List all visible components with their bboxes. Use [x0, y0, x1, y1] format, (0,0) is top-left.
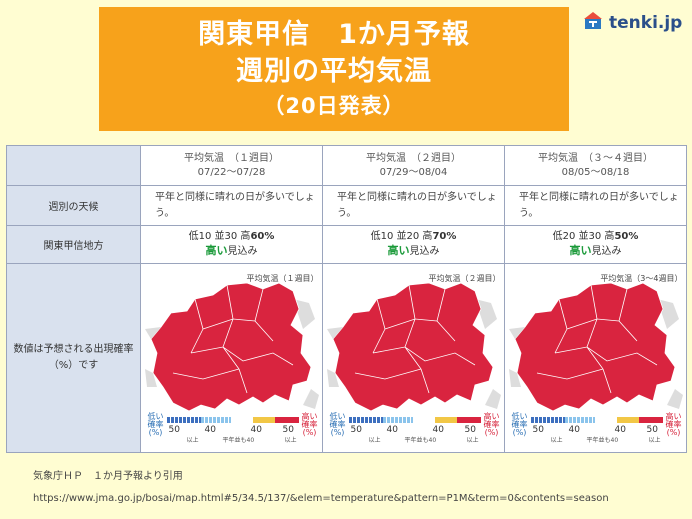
legend-high-label: 高い 確率 (%) [665, 412, 682, 437]
period-dates: 07/22〜07/28 [197, 166, 266, 178]
period-label: 平均気温 （１週目） [184, 152, 279, 164]
map-cell-3: 平均気温（3〜4週目） 低い 確率 (%) 50 40 40 50 以上 平年並… [504, 263, 687, 453]
legend-sub-mid: 平年並も40 [404, 437, 437, 444]
probability-legend: 低い 確率 (%) 50 40 40 50 以上 平年並も40 以上 高い 確率… [329, 413, 501, 447]
period-header-1: 平均気温 （１週目） 07/22〜07/28 [140, 145, 323, 186]
prob-high: 60% [250, 231, 275, 242]
legend-sub-mid: 平年並も40 [222, 437, 255, 444]
period-header-2: 平均気温 （２週目） 07/29〜08/04 [322, 145, 505, 186]
legend-swatch-low-strong [530, 417, 565, 423]
legend-sub-left: 以上 [550, 437, 563, 444]
legend-swatch-high-strong [274, 417, 299, 423]
period-label: 平均気温 （３〜４週目） [538, 152, 653, 164]
title-line-3: （20日発表） [263, 94, 405, 118]
prob-strong: 高い [569, 244, 592, 257]
kanto-map [324, 269, 503, 419]
legend-swatch-low [200, 417, 231, 423]
period-label: 平均気温 （２週目） [366, 152, 461, 164]
kanto-map [142, 269, 321, 419]
legend-swatch-low-strong [348, 417, 383, 423]
map-caption: 平均気温（２週目） [428, 274, 501, 283]
legend-low-label: 低い 確率 (%) [329, 412, 346, 437]
legend-swatch-normal [594, 417, 617, 423]
source-url[interactable]: https://www.jma.go.jp/bosai/map.html#5/3… [33, 493, 609, 504]
legend-swatch-high [434, 417, 457, 423]
probability-legend: 低い 確率 (%) 50 40 40 50 以上 平年並も40 以上 高い 確率… [511, 413, 683, 447]
period-dates: 08/05〜08/18 [561, 166, 630, 178]
map-caption: 平均気温（１週目） [246, 274, 319, 283]
tenki-umbrella-icon [582, 10, 604, 36]
prob-high: 50% [614, 231, 639, 242]
legend-swatch-high-strong [456, 417, 481, 423]
legend-high-label: 高い 確率 (%) [483, 412, 500, 437]
legend-tick: 40 [386, 425, 398, 435]
row-label-weather: 週別の天候 [6, 185, 141, 226]
legend-swatch-low [382, 417, 413, 423]
row-label-map: 数値は予想される出現確率（%）です [6, 263, 141, 453]
legend-sub-mid: 平年並も40 [586, 437, 619, 444]
title-line-2: 週別の平均気温 [236, 56, 432, 87]
legend-low-label: 低い 確率 (%) [147, 412, 164, 437]
prob-high: 70% [432, 231, 457, 242]
legend-swatch-normal [412, 417, 435, 423]
kanto-map [506, 269, 685, 419]
legend-sub-left: 以上 [186, 437, 199, 444]
probability-cell-3: 低20 並30 高50% 高い見込み [504, 225, 687, 264]
legend-tick: 50 [350, 425, 362, 435]
prob-tail: 見込み [227, 246, 258, 257]
source-credit: 気象庁ＨＰ １か月予報より引用 [33, 471, 183, 482]
legend-swatch-high [616, 417, 639, 423]
legend-tick: 50 [464, 425, 476, 435]
legend-swatch-high-strong [638, 417, 663, 423]
legend-swatch-high [252, 417, 275, 423]
prob-tail: 見込み [409, 246, 440, 257]
weather-text-2: 平年と同様に晴れの日が多いでしょう。 [322, 185, 505, 226]
forecast-table: 平均気温 （１週目） 07/22〜07/28 平均気温 （２週目） 07/29〜… [6, 145, 687, 453]
legend-sub-right: 以上 [466, 437, 479, 444]
prob-text: 低10 並20 高 [370, 231, 433, 242]
prob-text: 低10 並30 高 [188, 231, 251, 242]
legend-tick: 40 [204, 425, 216, 435]
title-line-1: 関東甲信 1か月予報 [198, 19, 470, 50]
legend-tick: 40 [568, 425, 580, 435]
legend-sub-left: 以上 [368, 437, 381, 444]
legend-tick: 40 [432, 425, 444, 435]
probability-cell-2: 低10 並20 高70% 高い見込み [322, 225, 505, 264]
legend-tick: 50 [282, 425, 294, 435]
period-dates: 07/29〜08/04 [379, 166, 448, 178]
legend-swatch-low-strong [166, 417, 201, 423]
legend-tick: 40 [250, 425, 262, 435]
legend-low-label: 低い 確率 (%) [511, 412, 528, 437]
probability-legend: 低い 確率 (%) 50 40 40 50 以上 平年並も40 以上 高い 確率… [147, 413, 319, 447]
prob-text: 低20 並30 高 [552, 231, 615, 242]
legend-sub-right: 以上 [648, 437, 661, 444]
prob-strong: 高い [387, 244, 410, 257]
weather-text-1: 平年と同様に晴れの日が多いでしょう。 [140, 185, 323, 226]
prob-strong: 高い [205, 244, 228, 257]
map-caption: 平均気温（3〜4週目） [600, 274, 683, 283]
map-cell-1: 平均気温（１週目） 低い 確率 (%) 50 40 40 50 以上 平年並も4… [140, 263, 323, 453]
legend-tick: 50 [168, 425, 180, 435]
legend-tick: 50 [532, 425, 544, 435]
table-corner [6, 145, 141, 186]
legend-sub-right: 以上 [284, 437, 297, 444]
legend-high-label: 高い 確率 (%) [301, 412, 318, 437]
weather-text-3: 平年と同様に晴れの日が多いでしょう。 [504, 185, 687, 226]
legend-tick: 40 [614, 425, 626, 435]
map-cell-2: 平均気温（２週目） 低い 確率 (%) 50 40 40 50 以上 平年並も4… [322, 263, 505, 453]
title-banner: 関東甲信 1か月予報 週別の平均気温 （20日発表） [99, 7, 569, 131]
legend-swatch-low [564, 417, 595, 423]
legend-tick: 50 [646, 425, 658, 435]
probability-cell-1: 低10 並30 高60% 高い見込み [140, 225, 323, 264]
period-header-3: 平均気温 （３〜４週目） 08/05〜08/18 [504, 145, 687, 186]
prob-tail: 見込み [591, 246, 622, 257]
brand-logo[interactable]: tenki.jp [582, 10, 682, 36]
row-label-region: 関東甲信地方 [6, 225, 141, 264]
brand-name: tenki.jp [609, 13, 683, 33]
legend-swatch-normal [230, 417, 253, 423]
